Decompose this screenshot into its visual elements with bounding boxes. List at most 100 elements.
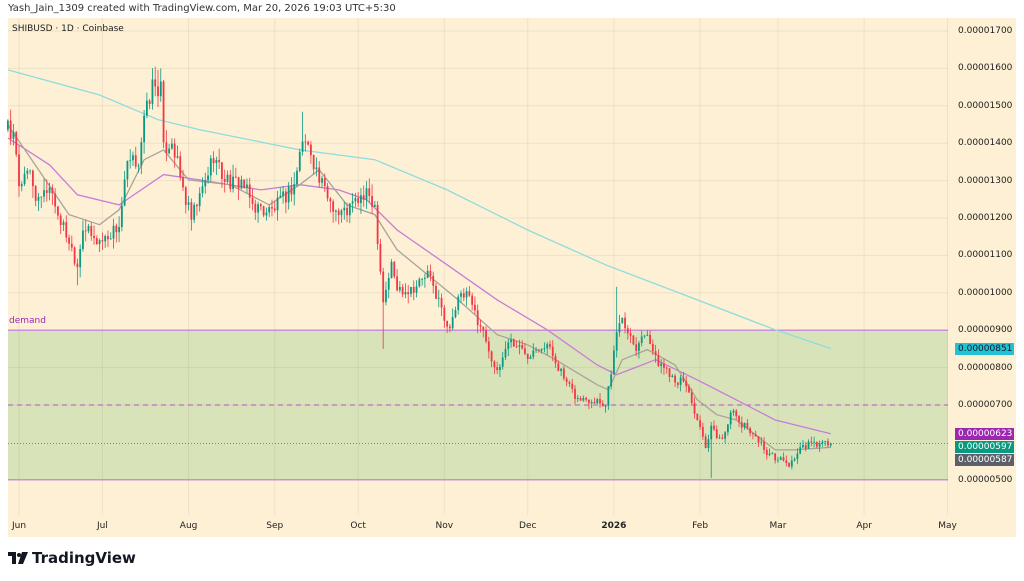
candle-body (129, 160, 132, 162)
candle-body (468, 291, 471, 296)
candle-body (84, 230, 87, 232)
candle-body (668, 368, 671, 377)
candle-body (682, 377, 685, 382)
candle-body (568, 382, 571, 384)
candle-body (140, 142, 143, 166)
candle-body (9, 120, 12, 139)
candle-body (204, 180, 207, 187)
candle-body (446, 320, 449, 327)
candle-body (229, 174, 232, 189)
candle-body (307, 141, 310, 145)
candle-body (746, 422, 749, 429)
candle-body (273, 208, 276, 211)
candle-body (257, 204, 259, 213)
candle-body (48, 187, 51, 193)
candle-body (490, 351, 493, 362)
candle-body (393, 261, 396, 277)
candle-body (23, 173, 26, 185)
candle-body (607, 386, 610, 406)
candle-body (95, 238, 98, 245)
candle-body (493, 361, 496, 368)
candle-body (474, 304, 476, 311)
candle-body (221, 162, 223, 179)
candle-body (429, 270, 432, 276)
candle-body (618, 323, 621, 333)
candle-body (560, 368, 562, 372)
candle-body (804, 445, 807, 449)
candle-body (93, 235, 95, 239)
candle-body (768, 453, 771, 456)
candle-body (599, 399, 601, 404)
candle-body (323, 178, 326, 187)
candle-body (371, 195, 373, 207)
candle-body (32, 170, 34, 187)
candle-body (799, 447, 802, 454)
candle-body (590, 402, 593, 404)
candle-body (727, 424, 729, 433)
candle-body (604, 405, 607, 407)
candle-body (90, 226, 93, 236)
candle-body (118, 227, 120, 233)
candle-body (240, 179, 243, 189)
price-tick-label: 0.00001500 (958, 100, 1013, 111)
candle-body (796, 453, 799, 460)
candle-body (529, 356, 532, 359)
candle-body (765, 449, 768, 456)
candle-body (293, 184, 296, 195)
candle-body (246, 184, 248, 188)
candle-body (254, 203, 257, 213)
candle-body (379, 243, 382, 272)
candle-body (426, 270, 429, 278)
tradingview-logo[interactable]: TradingView (8, 549, 136, 567)
candle-body (565, 378, 568, 383)
candle-body (65, 222, 68, 238)
candle-body (738, 416, 740, 423)
time-tick-label: Jul (96, 521, 108, 531)
candle-body (735, 410, 738, 417)
candle-body (107, 236, 109, 240)
candle-body (276, 197, 279, 211)
price-tick-label: 0.00000900 (958, 325, 1013, 336)
candle-body (526, 353, 529, 359)
candle-body (485, 330, 487, 342)
candle-body (373, 204, 376, 207)
candle-body (815, 442, 818, 447)
candle-body (713, 425, 715, 430)
candle-body (410, 287, 412, 295)
candle-body (335, 210, 337, 212)
candle-body (171, 143, 173, 149)
price-badge: 0.00000623 (955, 427, 1014, 440)
candle-body (621, 317, 624, 324)
candle-body (176, 156, 179, 158)
candle-body (665, 367, 668, 369)
candle-body (818, 443, 821, 447)
candle-body (18, 154, 20, 187)
candle-body (34, 186, 37, 201)
candle-body (279, 195, 282, 198)
moving-average-ma_long (7, 69, 832, 350)
candle-body (68, 237, 70, 244)
candle-body (310, 144, 312, 156)
candle-body (518, 345, 521, 347)
price-tick-label: 0.00001100 (958, 250, 1013, 261)
price-tick-label: 0.00001200 (958, 213, 1013, 223)
candle-body (12, 131, 15, 139)
candle-body (29, 170, 32, 172)
candle-body (6, 120, 9, 130)
time-tick-label: Oct (350, 521, 366, 531)
candle-body (232, 176, 234, 189)
candle-body (701, 426, 704, 437)
candle-body (532, 350, 535, 357)
candle-body (757, 436, 760, 443)
candle-body (173, 143, 176, 158)
candle-body (626, 328, 629, 334)
price-tick-label: 0.00001700 (958, 26, 1013, 36)
candle-body (574, 388, 576, 399)
candle-body (635, 344, 638, 351)
time-tick-label: Apr (856, 521, 872, 531)
candle-body (360, 195, 362, 204)
candle-body (398, 287, 401, 291)
candle-body (168, 148, 171, 154)
candle-body (143, 115, 145, 143)
